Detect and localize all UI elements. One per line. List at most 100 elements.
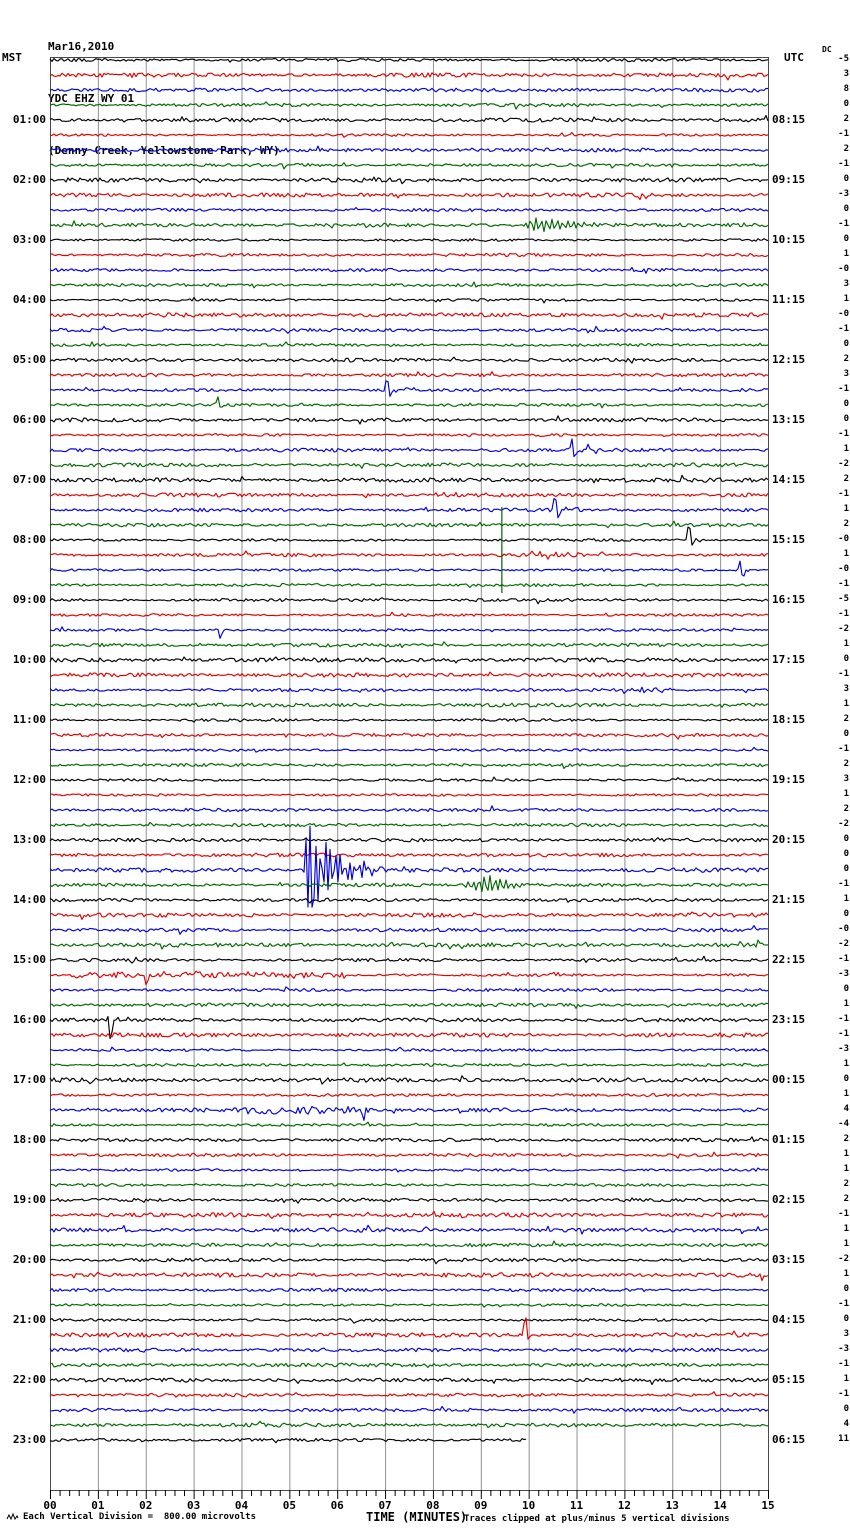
dc-offset-value: 1 <box>843 549 849 559</box>
dc-offset-value: 2 <box>843 759 849 769</box>
mst-time-label: 04:00 <box>12 293 46 306</box>
dc-offset-value: 1 <box>843 1239 849 1249</box>
seismogram-trace <box>49 1075 769 1085</box>
seismogram-trace <box>49 1046 769 1052</box>
dc-offset-value: -3 <box>838 1344 849 1354</box>
dc-offset-value: -5 <box>838 54 849 64</box>
seismogram-trace <box>49 380 768 397</box>
seismogram-trace <box>49 583 769 589</box>
dc-offset-value: 0 <box>843 909 849 919</box>
dc-offset-value: -1 <box>838 1014 849 1024</box>
mst-time-label: 11:00 <box>12 713 46 726</box>
seismogram-trace <box>49 415 769 425</box>
seismogram-trace <box>49 176 769 185</box>
dc-offset-value: 1 <box>843 1269 849 1279</box>
x-tick-label: 00 <box>43 1499 57 1512</box>
seismogram-trace <box>49 560 769 577</box>
utc-time-label: 02:15 <box>772 1193 806 1206</box>
seismogram-trace <box>49 875 769 893</box>
dc-offset-value: 3 <box>843 369 849 379</box>
dc-offset-value: 1 <box>843 699 849 709</box>
seismogram-trace <box>50 1002 769 1009</box>
utc-time-label: 17:15 <box>772 653 806 666</box>
dc-offset-value: -1 <box>838 324 849 334</box>
utc-time-label: 09:15 <box>772 173 806 186</box>
seismogram-trace <box>49 1167 769 1173</box>
seismogram-trace <box>49 491 769 499</box>
dc-offset-value: 2 <box>843 1134 849 1144</box>
dc-offset-value: 0 <box>843 1314 849 1324</box>
seismogram-trace <box>49 837 769 843</box>
mst-time-label: 08:00 <box>12 533 46 546</box>
seismogram-trace <box>49 718 769 723</box>
mst-time-label: 15:00 <box>12 953 46 966</box>
seismogram-trace <box>49 1318 769 1324</box>
seismogram-trace <box>49 520 769 529</box>
dc-offset-value: -1 <box>838 1209 849 1219</box>
utc-time-label: 12:15 <box>772 353 806 366</box>
seismogram-trace <box>49 656 769 664</box>
seismogram-trace <box>49 911 769 920</box>
seismogram-trace <box>49 252 769 258</box>
mst-time-label: 17:00 <box>12 1073 46 1086</box>
dc-offset-value: 2 <box>843 114 849 124</box>
dc-offset-value: 0 <box>843 1404 849 1414</box>
dc-offset-value: -3 <box>838 969 849 979</box>
seismogram-trace <box>49 325 769 334</box>
dc-offset-value: -0 <box>838 309 849 319</box>
seismogram-trace <box>49 897 769 904</box>
utc-time-label: 11:15 <box>772 293 806 306</box>
dc-offset-value: 4 <box>843 1104 849 1114</box>
dc-offset-value: 0 <box>843 99 849 109</box>
seismogram-trace <box>49 57 769 63</box>
seismogram-trace <box>49 925 769 935</box>
dc-offset-value: 0 <box>843 399 849 409</box>
plot-frame <box>50 57 769 1491</box>
x-tick-label: 05 <box>282 1499 296 1512</box>
x-tick-label: 01 <box>91 1499 105 1512</box>
x-tick-label: 06 <box>330 1499 344 1512</box>
dc-offset-value: -1 <box>838 879 849 889</box>
left-axis-header: MST <box>2 51 22 64</box>
dc-offset-value: 2 <box>843 519 849 529</box>
x-tick-label: 03 <box>186 1499 201 1512</box>
seismogram-trace <box>49 1151 769 1159</box>
dc-offset-value: -1 <box>838 1359 849 1369</box>
dc-offset-value: -1 <box>838 669 849 679</box>
seismogram-trace <box>49 1224 769 1235</box>
dc-offset-value: 0 <box>843 1074 849 1084</box>
dc-offset-value: 3 <box>843 69 849 79</box>
seismogram-trace <box>49 671 769 678</box>
dc-offset-value: -0 <box>838 564 849 574</box>
x-tick-label: 15 <box>761 1499 775 1512</box>
mst-time-label: 14:00 <box>12 893 46 906</box>
dc-offset-value: 2 <box>843 1194 849 1204</box>
seismogram-trace <box>49 776 769 782</box>
dc-offset-value: 2 <box>843 474 849 484</box>
seismogram-trace <box>50 132 769 138</box>
dc-offset-value: -1 <box>838 219 849 229</box>
seismogram-trace <box>49 526 769 546</box>
seismogram-trace <box>49 206 769 213</box>
seismogram-trace <box>49 162 769 170</box>
seismogram-trace <box>49 1093 769 1097</box>
dc-offset-value: -4 <box>838 1119 849 1129</box>
seismogram-trace <box>49 955 769 964</box>
mst-time-label: 10:00 <box>12 653 46 666</box>
dc-offset-value: -2 <box>838 939 849 949</box>
header-date: Mar16,2010 <box>48 40 115 53</box>
seismogram-trace <box>49 438 769 458</box>
dc-offset-value: 2 <box>843 354 849 364</box>
seismogram-trace <box>49 762 768 770</box>
dc-offset-value: 0 <box>843 849 849 859</box>
dc-offset-value: -2 <box>838 624 849 634</box>
dc-offset-value: 0 <box>843 1284 849 1294</box>
seismogram-trace <box>49 312 768 320</box>
seismogram-trace <box>49 72 769 81</box>
utc-time-label: 08:15 <box>772 113 806 126</box>
x-tick-label: 04 <box>234 1499 249 1512</box>
dc-offset-value: 1 <box>843 894 849 904</box>
seismogram-trace <box>49 1420 769 1429</box>
